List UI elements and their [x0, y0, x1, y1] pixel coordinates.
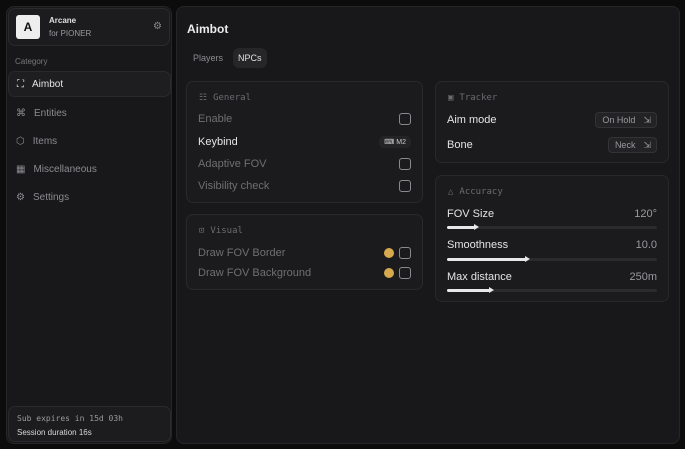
sidebar-item-miscellaneous[interactable]: ▦ Miscellaneous	[8, 156, 171, 182]
sidebar-item-items[interactable]: ⬡ Items	[8, 128, 171, 154]
border-color-swatch[interactable]	[384, 248, 394, 258]
max-distance-slider-fill	[447, 287, 495, 293]
card-title: Accuracy	[459, 187, 503, 197]
aim-mode-select[interactable]: On Hold ⇲	[595, 112, 657, 128]
max-distance-slider[interactable]	[447, 287, 657, 293]
bone-select[interactable]: Neck ⇲	[607, 137, 657, 153]
enable-checkbox[interactable]	[399, 113, 411, 125]
smoothness-label: Smoothness	[447, 239, 509, 251]
smoothness-slider[interactable]	[447, 256, 657, 262]
smoothness-slider-fill	[447, 256, 530, 262]
fov-size-slider-fill	[447, 224, 480, 230]
crosshair-icon: ⛶	[17, 78, 24, 90]
subscription-expiry: Sub expires in 15d 03h	[17, 414, 123, 423]
session-info: Sub expires in 15d 03h Session duration …	[8, 406, 171, 442]
sidebar-item-label: Entities	[34, 107, 67, 119]
card-title: General	[213, 93, 252, 103]
category-label: Category	[15, 57, 48, 66]
sidebar-item-label: Settings	[32, 191, 70, 203]
draw-fov-border-checkbox[interactable]	[399, 247, 411, 259]
draw-fov-background-label: Draw FOV Background	[198, 267, 312, 279]
expand-icon: ⇲	[643, 139, 651, 150]
keybind-label: Keybind	[198, 136, 238, 148]
sidebar-item-label: Miscellaneous	[33, 163, 97, 175]
draw-fov-background-checkbox[interactable]	[399, 267, 411, 279]
sidebar: A Arcane for PIONER ⚙ Category ⛶ Aimbot ⌘…	[6, 6, 172, 444]
card-title: Tracker	[459, 93, 498, 103]
entities-icon: ⌘	[16, 107, 26, 119]
accuracy-card: △ Accuracy FOV Size 120° Smoothness 10.0 Ma…	[435, 175, 669, 302]
visual-icon: ⊡	[199, 226, 205, 236]
aim-mode-label: Aim mode	[447, 114, 497, 126]
tab-players[interactable]: Players	[193, 53, 224, 63]
gear-icon: ⚙	[16, 191, 25, 203]
max-distance-label: Max distance	[447, 271, 512, 283]
expand-icon: ⇲	[643, 114, 651, 125]
draw-fov-border-label: Draw FOV Border	[198, 247, 286, 259]
background-color-swatch[interactable]	[384, 268, 394, 278]
adaptive-fov-checkbox[interactable]	[399, 158, 411, 170]
sidebar-item-entities[interactable]: ⌘ Entities	[8, 100, 171, 126]
card-title: Visual	[210, 226, 243, 236]
keybind-value: M2	[396, 139, 406, 146]
fov-size-label: FOV Size	[447, 208, 495, 220]
visibility-check-label: Visibility check	[198, 180, 270, 192]
sidebar-item-settings[interactable]: ⚙ Settings	[8, 184, 171, 210]
bone-value: Neck	[614, 140, 636, 150]
adaptive-fov-label: Adaptive FOV	[198, 158, 267, 170]
max-distance-value: 250m	[629, 271, 657, 283]
misc-icon: ▦	[16, 163, 26, 175]
settings-gear-icon[interactable]: ⚙	[153, 21, 162, 32]
cube-icon: ⬡	[16, 135, 25, 147]
app-logo: A	[16, 15, 40, 39]
enable-label: Enable	[198, 113, 233, 125]
keyboard-icon: ⌨	[384, 139, 397, 146]
sidebar-item-aimbot[interactable]: ⛶ Aimbot	[8, 71, 171, 97]
visibility-check-checkbox[interactable]	[399, 180, 411, 192]
list-icon: ☷	[199, 93, 208, 103]
tracker-icon: ▣	[448, 93, 454, 103]
visual-card: ⊡ Visual Draw FOV Border Draw FOV Backgro…	[186, 214, 423, 290]
app-subtitle: for PIONER	[49, 29, 92, 38]
session-duration: Session duration 16s	[17, 428, 92, 437]
bone-label: Bone	[447, 139, 473, 151]
general-card: ☷ General Enable Keybind ⌨ M2 Adaptive FOV…	[186, 81, 423, 203]
tracker-card: ▣ Tracker Aim mode On Hold ⇲ Bone Neck ⇲	[435, 81, 669, 163]
sidebar-item-label: Aimbot	[32, 78, 64, 90]
page-title: Aimbot	[187, 22, 229, 36]
keybind-button[interactable]: ⌨ M2	[379, 136, 411, 148]
aim-mode-value: On Hold	[602, 115, 636, 125]
app-name: Arcane	[49, 16, 77, 25]
tab-npcs[interactable]: NPCs	[233, 48, 267, 68]
smoothness-value: 10.0	[635, 239, 657, 251]
app-header: A Arcane for PIONER ⚙	[8, 8, 170, 46]
fov-size-slider[interactable]	[447, 224, 657, 230]
sidebar-item-label: Items	[32, 135, 58, 147]
fov-size-value: 120°	[634, 208, 657, 220]
triangle-icon: △	[448, 187, 454, 197]
